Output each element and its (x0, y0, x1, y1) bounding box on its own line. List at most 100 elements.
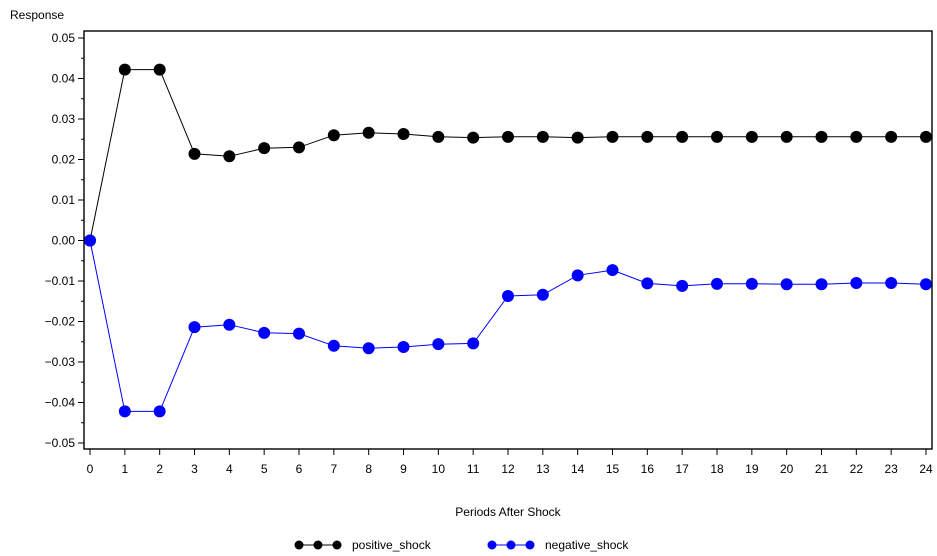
data-point-positive_shock (536, 130, 549, 143)
legend-marker (506, 540, 516, 550)
data-point-negative_shock (153, 405, 166, 418)
legend-marker (487, 540, 497, 550)
data-point-negative_shock (223, 318, 236, 331)
x-tick-label: 6 (296, 462, 303, 476)
series-positive_shock (84, 63, 932, 247)
x-tick-label: 0 (87, 462, 94, 476)
x-tick-label: 15 (606, 462, 620, 476)
data-point-positive_shock (397, 127, 410, 140)
data-point-negative_shock (815, 278, 828, 291)
data-point-negative_shock (606, 264, 619, 277)
x-axis-title: Periods After Shock (455, 505, 561, 519)
data-point-negative_shock (467, 337, 480, 350)
y-tick-label: −0.05 (45, 436, 76, 450)
legend-item-positive_shock: positive_shock (294, 538, 432, 552)
y-tick-label: 0.00 (52, 234, 76, 248)
plot-frame (83, 30, 933, 450)
series-negative_shock (84, 234, 932, 418)
data-point-positive_shock (153, 63, 166, 76)
y-tick-label: −0.04 (45, 396, 76, 410)
y-tick-label: 0.01 (52, 193, 76, 207)
x-tick-label: 17 (675, 462, 689, 476)
x-tick-label: 5 (261, 462, 268, 476)
legend-label: positive_shock (352, 538, 432, 552)
x-tick-label: 8 (365, 462, 372, 476)
data-point-positive_shock (223, 150, 236, 163)
data-point-negative_shock (432, 338, 445, 351)
data-point-positive_shock (467, 131, 480, 144)
data-point-positive_shock (327, 129, 340, 142)
x-tick-label: 18 (710, 462, 724, 476)
legend-marker (525, 540, 535, 550)
data-point-positive_shock (676, 130, 689, 143)
data-point-negative_shock (745, 277, 758, 290)
data-point-negative_shock (676, 279, 689, 292)
data-point-negative_shock (188, 321, 201, 334)
data-point-negative_shock (850, 277, 863, 290)
legend: positive_shock negative_shock (294, 538, 629, 552)
x-tick-label: 11 (467, 462, 480, 476)
legend-marker (294, 540, 304, 550)
data-point-positive_shock (850, 130, 863, 143)
data-point-negative_shock (571, 269, 584, 282)
x-tick-label: 10 (432, 462, 446, 476)
y-tick-label: −0.03 (45, 355, 76, 369)
data-point-positive_shock (885, 130, 898, 143)
data-point-positive_shock (745, 130, 758, 143)
data-point-negative_shock (920, 278, 932, 291)
data-point-negative_shock (327, 339, 340, 352)
x-tick-label: 12 (501, 462, 515, 476)
y-tick-label: 0.05 (52, 31, 76, 45)
x-tick-label: 2 (156, 462, 163, 476)
series-line-negative_shock (89, 240, 927, 412)
x-tick-label: 1 (121, 462, 128, 476)
legend-marker (313, 540, 323, 550)
x-tick-label: 7 (330, 462, 337, 476)
data-point-positive_shock (711, 130, 723, 143)
data-point-positive_shock (118, 63, 131, 76)
data-point-positive_shock (920, 130, 932, 143)
x-tick-label: 22 (850, 462, 864, 476)
data-point-negative_shock (293, 327, 305, 340)
data-point-positive_shock (258, 142, 271, 155)
data-point-positive_shock (188, 147, 201, 160)
data-point-positive_shock (571, 131, 584, 144)
data-point-positive_shock (293, 141, 305, 154)
x-tick-label: 19 (745, 462, 759, 476)
x-tick-label: 4 (226, 462, 233, 476)
y-tick-label: −0.02 (45, 315, 76, 329)
data-point-negative_shock (536, 288, 549, 301)
x-axis: 0 1 2 3 4 5 6 7 8 9 10 11 12 13 14 15 16 17 18 19 20 21 22 23 24 (87, 449, 933, 476)
x-tick-label: 21 (815, 462, 829, 476)
x-tick-label: 16 (641, 462, 655, 476)
data-point-negative_shock (118, 405, 131, 418)
data-point-negative_shock (502, 289, 514, 302)
y-tick-label: 0.03 (52, 112, 76, 126)
data-point-negative_shock (362, 342, 375, 355)
plot-series (84, 63, 932, 418)
x-tick-label: 13 (536, 462, 550, 476)
legend-item-negative_shock: negative_shock (487, 538, 629, 552)
y-tick-label: 0.04 (52, 72, 76, 86)
x-tick-label: 24 (919, 462, 933, 476)
x-tick-label: 20 (780, 462, 794, 476)
data-point-negative_shock (885, 277, 898, 290)
y-axis-title: Response (10, 8, 64, 22)
y-tick-label: −0.01 (45, 274, 76, 288)
data-point-negative_shock (641, 277, 654, 290)
data-point-negative_shock (711, 277, 723, 290)
legend-label: negative_shock (545, 538, 629, 552)
x-tick-label: 14 (571, 462, 585, 476)
series-line-positive_shock (89, 69, 926, 241)
x-tick-label: 3 (191, 462, 198, 476)
data-point-positive_shock (432, 130, 445, 143)
data-point-positive_shock (362, 126, 375, 139)
data-point-positive_shock (641, 130, 654, 143)
x-tick-label: 23 (884, 462, 898, 476)
data-point-negative_shock (780, 278, 793, 291)
y-axis: 0.05 0.04 0.03 0.02 0.01 0.00 −0.01 −0.02 −0.03 −… (45, 31, 84, 450)
y-tick-label: 0.02 (52, 153, 76, 167)
data-point-positive_shock (780, 130, 793, 143)
data-point-negative_shock (84, 234, 96, 247)
